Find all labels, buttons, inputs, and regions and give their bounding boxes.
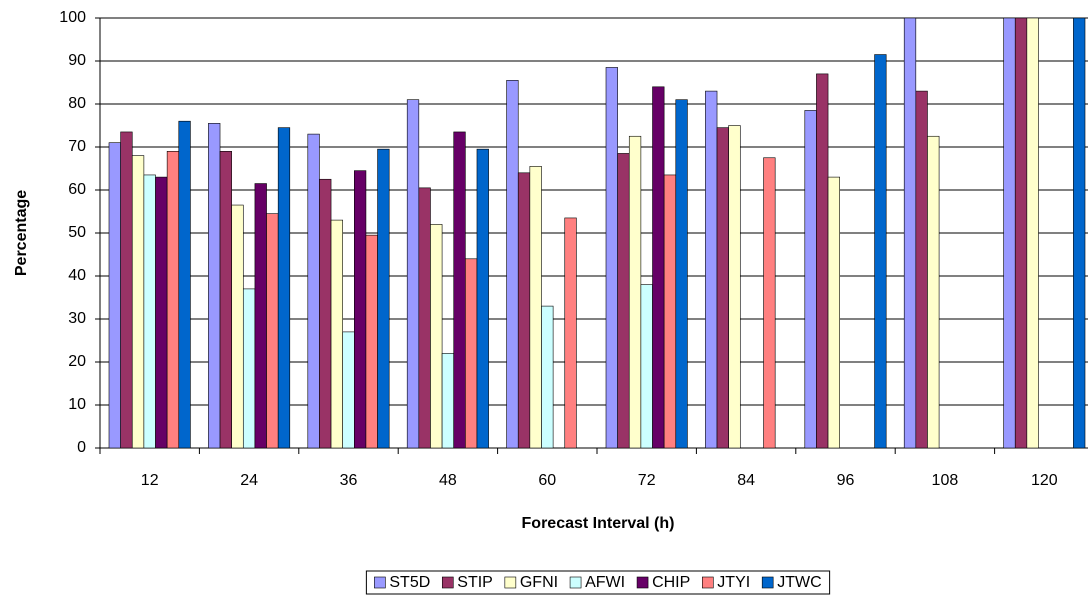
bar	[874, 54, 887, 449]
x-tick-label: 48	[439, 472, 457, 489]
legend-label: AFWI	[585, 574, 625, 591]
legend-swatch	[761, 576, 774, 589]
bar	[430, 224, 443, 449]
bar	[716, 127, 729, 449]
bar	[441, 353, 455, 449]
bar	[377, 148, 390, 449]
bar	[564, 217, 577, 449]
legend-swatch	[636, 576, 649, 589]
y-axis-label: Percentage	[13, 190, 30, 276]
y-tick-label: 60	[68, 181, 86, 198]
y-tick-label: 40	[68, 267, 86, 284]
bar	[155, 176, 168, 449]
bar	[131, 155, 145, 449]
bar	[453, 131, 466, 449]
x-tick-label: 120	[1031, 472, 1058, 489]
bar	[827, 176, 840, 449]
y-tick-label: 90	[68, 52, 86, 69]
bar	[418, 187, 431, 449]
legend-label: JTYI	[717, 574, 750, 591]
bar	[927, 135, 940, 449]
bar	[506, 80, 519, 449]
y-tick-label: 0	[77, 439, 86, 456]
bar	[120, 131, 133, 449]
bar	[108, 142, 121, 449]
legend-label: JTWC	[777, 574, 821, 591]
bar	[365, 234, 378, 449]
bar	[652, 86, 665, 449]
legend-label: ST5D	[389, 574, 430, 591]
bar	[166, 151, 180, 449]
legend-label: CHIP	[652, 574, 690, 591]
x-tick-label: 96	[837, 472, 855, 489]
bar	[219, 151, 232, 449]
bar	[705, 90, 718, 449]
bar	[763, 157, 776, 449]
x-tick-label: 36	[340, 472, 358, 489]
bar	[640, 284, 653, 449]
bar	[266, 213, 279, 449]
bar	[354, 170, 367, 449]
bar	[1026, 17, 1039, 449]
bar	[476, 148, 489, 449]
x-tick-label: 12	[141, 472, 159, 489]
y-tick-label: 50	[68, 224, 86, 241]
bar	[178, 120, 191, 449]
y-tick-label: 70	[68, 138, 86, 155]
bar	[663, 174, 677, 449]
y-tick-label: 30	[68, 310, 86, 327]
x-tick-label: 72	[638, 472, 656, 489]
bar	[915, 90, 928, 449]
bar	[1073, 17, 1086, 449]
y-tick-label: 80	[68, 95, 86, 112]
y-tick-label: 20	[68, 353, 86, 370]
bar	[143, 174, 156, 449]
bar	[231, 204, 244, 449]
bar	[728, 125, 741, 449]
legend-swatch	[441, 576, 454, 589]
bar	[307, 133, 320, 449]
legend-swatch	[504, 576, 517, 589]
legend-label: STIP	[457, 574, 493, 591]
y-tick-label: 10	[68, 396, 86, 413]
x-tick-label: 60	[538, 472, 556, 489]
bar	[675, 99, 688, 449]
bar	[804, 110, 817, 449]
bar	[517, 172, 531, 449]
bar	[903, 17, 917, 449]
bar	[342, 331, 355, 449]
bar	[330, 219, 343, 449]
legend-label: GFNI	[520, 574, 558, 591]
bar	[319, 178, 332, 449]
bar	[1003, 17, 1016, 449]
bar	[242, 288, 256, 449]
bar	[628, 135, 642, 449]
legend-swatch	[569, 576, 582, 589]
bar	[208, 123, 221, 449]
legend-swatch	[374, 576, 386, 589]
bar	[1014, 17, 1028, 449]
x-tick-label: 84	[737, 472, 755, 489]
bar	[277, 127, 291, 449]
bar	[605, 67, 618, 449]
bar	[465, 258, 478, 449]
x-axis-label: Forecast Interval (h)	[522, 515, 675, 532]
bar	[816, 73, 829, 449]
x-tick-label: 24	[240, 472, 258, 489]
bar	[617, 153, 630, 449]
y-tick-label: 100	[59, 9, 86, 26]
legend-swatch	[701, 576, 714, 589]
bar	[529, 166, 542, 449]
bar	[254, 183, 267, 449]
legend-box	[365, 570, 831, 595]
x-tick-label: 108	[932, 472, 959, 489]
bar	[541, 305, 554, 449]
bar	[406, 99, 420, 449]
